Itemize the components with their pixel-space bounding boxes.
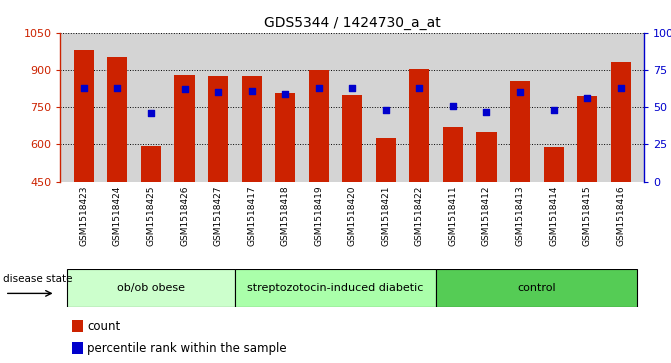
Point <box>313 85 324 91</box>
Bar <box>611 62 631 182</box>
Bar <box>376 138 396 182</box>
Text: control: control <box>517 283 556 293</box>
Point <box>179 86 190 92</box>
Point <box>112 85 123 91</box>
Text: GSM1518421: GSM1518421 <box>381 186 391 246</box>
Bar <box>342 95 362 182</box>
Text: GSM1518413: GSM1518413 <box>515 186 525 246</box>
Text: disease state: disease state <box>3 274 72 284</box>
Bar <box>436 269 637 307</box>
Point <box>548 107 559 113</box>
Bar <box>309 70 329 182</box>
Bar <box>67 269 235 307</box>
Bar <box>74 50 94 182</box>
Text: GSM1518412: GSM1518412 <box>482 186 491 246</box>
Point <box>347 85 358 91</box>
Text: GSM1518415: GSM1518415 <box>582 186 592 246</box>
Text: GSM1518416: GSM1518416 <box>616 186 625 246</box>
Text: ob/ob obese: ob/ob obese <box>117 283 185 293</box>
Point <box>615 85 626 91</box>
Bar <box>72 342 83 354</box>
Bar <box>141 146 161 182</box>
Point <box>380 107 391 113</box>
Point <box>448 103 458 109</box>
Text: GSM1518427: GSM1518427 <box>213 186 223 246</box>
Text: GSM1518420: GSM1518420 <box>348 186 357 246</box>
Bar <box>72 320 83 333</box>
Text: GSM1518425: GSM1518425 <box>146 186 156 246</box>
Bar <box>476 132 497 182</box>
Bar <box>544 147 564 182</box>
Bar <box>577 96 597 182</box>
Bar <box>275 93 295 182</box>
Bar <box>510 81 530 182</box>
Text: GSM1518419: GSM1518419 <box>314 186 323 246</box>
Text: GSM1518426: GSM1518426 <box>180 186 189 246</box>
Text: percentile rank within the sample: percentile rank within the sample <box>87 342 287 355</box>
Point <box>582 95 592 101</box>
Point <box>146 110 156 116</box>
Point <box>280 91 291 97</box>
Point <box>515 89 525 95</box>
Point <box>481 109 492 114</box>
Bar <box>443 127 463 182</box>
Text: GSM1518423: GSM1518423 <box>79 186 89 246</box>
Bar <box>235 269 436 307</box>
Title: GDS5344 / 1424730_a_at: GDS5344 / 1424730_a_at <box>264 16 441 30</box>
Bar <box>409 69 429 182</box>
Text: streptozotocin-induced diabetic: streptozotocin-induced diabetic <box>248 283 423 293</box>
Text: count: count <box>87 320 121 333</box>
Point <box>246 88 257 94</box>
Point <box>213 89 223 95</box>
Point <box>414 85 425 91</box>
Text: GSM1518414: GSM1518414 <box>549 186 558 246</box>
Text: GSM1518418: GSM1518418 <box>280 186 290 246</box>
Text: GSM1518411: GSM1518411 <box>448 186 458 246</box>
Bar <box>208 76 228 182</box>
Text: GSM1518424: GSM1518424 <box>113 186 122 246</box>
Text: GSM1518417: GSM1518417 <box>247 186 256 246</box>
Text: GSM1518422: GSM1518422 <box>415 186 424 246</box>
Bar <box>242 76 262 182</box>
Point <box>79 85 89 91</box>
Bar <box>174 75 195 182</box>
Bar <box>107 57 127 182</box>
